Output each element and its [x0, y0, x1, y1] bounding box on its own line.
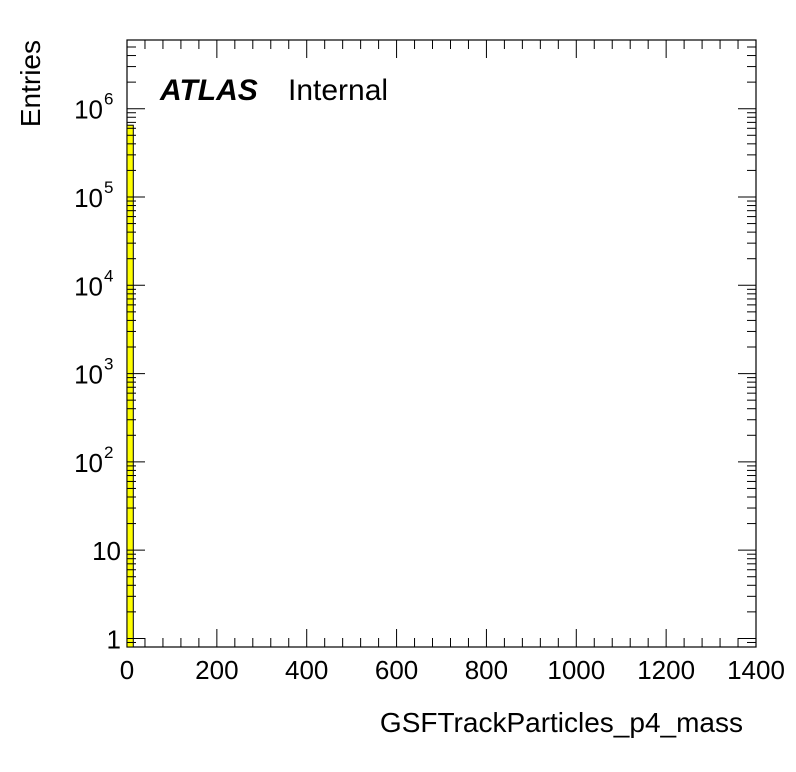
y-tick-exponent: 3 — [104, 355, 113, 374]
x-tick-label: 400 — [285, 655, 328, 685]
y-tick-label: 1 — [107, 624, 121, 654]
y-tick-label: 10 — [74, 95, 103, 125]
plot-frame — [126, 39, 757, 648]
axis-ticks — [126, 39, 757, 648]
x-axis-title: GSFTrackParticles_p4_mass — [380, 707, 743, 738]
x-tick-label: 0 — [120, 655, 134, 685]
x-tick-label: 800 — [465, 655, 508, 685]
y-tick-exponent: 5 — [104, 178, 113, 197]
status-label: Internal — [288, 74, 388, 107]
histogram-bar — [126, 124, 134, 648]
y-tick-label: 10 — [92, 536, 121, 566]
x-tick-label: 1400 — [727, 655, 785, 685]
y-tick-label: 10 — [74, 360, 103, 390]
x-tick-labels: 0 200 400 600 800 1000 1200 1400 — [120, 655, 785, 685]
y-tick-exponent: 4 — [104, 266, 113, 285]
y-tick-label: 10 — [74, 271, 103, 301]
y-tick-label: 10 — [74, 183, 103, 213]
y-tick-label: 10 — [74, 448, 103, 478]
experiment-label: ATLAS — [159, 74, 258, 107]
x-tick-label: 200 — [195, 655, 238, 685]
y-axis-title: Entries — [15, 40, 46, 127]
histogram-bars — [126, 124, 134, 648]
y-tick-exponent: 2 — [104, 443, 113, 462]
x-tick-label: 600 — [375, 655, 418, 685]
plot-border — [126, 39, 757, 648]
y-tick-exponent: 6 — [104, 90, 113, 109]
x-tick-label: 1200 — [637, 655, 695, 685]
x-tick-label: 1000 — [547, 655, 605, 685]
